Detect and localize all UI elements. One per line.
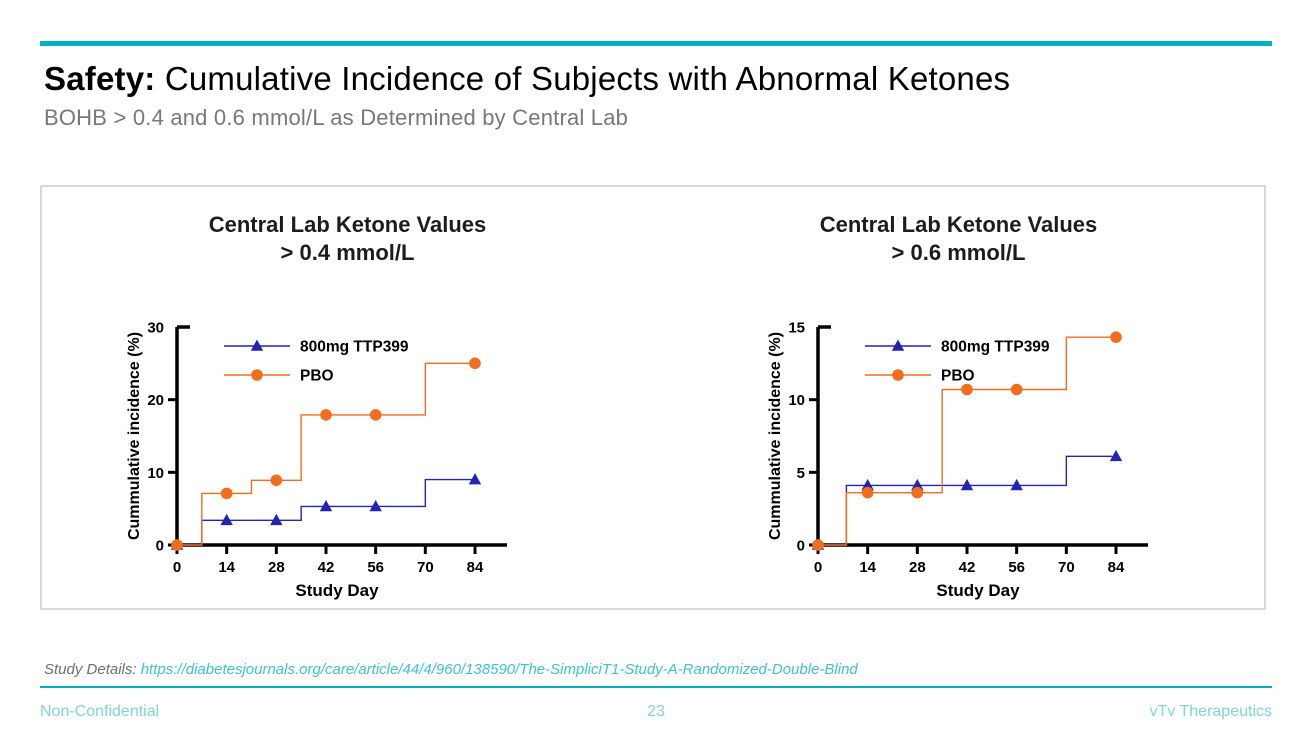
footer-page-number: 23 xyxy=(647,703,665,720)
axes: 0 10 20 30 0 14 28 42 56 70 84 Study Day Cummulative… xyxy=(126,320,507,600)
x-tick-label: 84 xyxy=(1108,559,1125,576)
x-tick-label: 70 xyxy=(417,559,434,576)
legend: 800mg TTP399 PBO xyxy=(224,339,409,385)
y-axis-title: Cummulative incidence (%) xyxy=(767,332,784,540)
circle-marker xyxy=(911,486,924,499)
x-tick-label: 84 xyxy=(467,559,484,576)
series-800mg-ttp399-line xyxy=(177,478,472,546)
circle-marker xyxy=(320,409,332,421)
ketone-chart-06-svg: 0 5 10 15 0 14 28 42 56 70 84 Study Day Cummulative … xyxy=(767,320,1148,600)
triangle-marker xyxy=(369,499,382,512)
x-tick-label: 42 xyxy=(318,559,335,576)
triangle-marker xyxy=(1010,478,1023,491)
chart-title-04: Central Lab Ketone Values > 0.4 mmol/L xyxy=(42,211,653,266)
circle-marker xyxy=(220,487,233,500)
series-800mg-ttp399-markers xyxy=(811,449,1123,550)
circle-marker xyxy=(961,383,973,396)
x-tick-label: 0 xyxy=(173,559,181,576)
x-axis-title: Study Day xyxy=(295,581,379,600)
page-subtitle: BOHB > 0.4 and 0.6 mmol/L as Determined … xyxy=(44,104,629,130)
footer-confidentiality: Non-Confidential xyxy=(40,703,160,720)
circle-marker xyxy=(171,539,183,551)
chart-title-04-line1: Central Lab Ketone Values xyxy=(208,212,487,237)
triangle-marker xyxy=(220,513,233,526)
footer: 23 Non-Confidential vTv Therapeutics xyxy=(40,703,1272,721)
series-pbo-line xyxy=(177,362,472,546)
study-details: Study Details: https://diabetesjournals.… xyxy=(44,661,858,678)
series-800mg-ttp399-markers xyxy=(170,473,482,550)
x-tick-label: 28 xyxy=(268,559,285,576)
chart-block-06: Central Lab Ketone Values > 0.6 mmol/L 0… xyxy=(653,187,1264,608)
circle-marker xyxy=(369,409,382,421)
study-details-link[interactable]: https://diabetesjournals.org/care/articl… xyxy=(140,661,858,678)
footer-company: vTv Therapeutics xyxy=(1149,703,1272,720)
y-tick-label: 20 xyxy=(147,392,164,409)
series-pbo-markers xyxy=(812,331,1122,551)
circle-marker xyxy=(892,369,904,381)
circle-marker xyxy=(251,369,263,381)
circle-marker xyxy=(469,357,481,370)
slide-header: Safety: Cumulative Incidence of Subjects… xyxy=(44,60,1274,131)
charts-panel: Central Lab Ketone Values > 0.4 mmol/L 0… xyxy=(40,185,1266,610)
triangle-marker xyxy=(911,478,924,491)
triangle-marker xyxy=(270,513,283,526)
legend-label-pbo: PBO xyxy=(300,368,334,385)
triangle-marker xyxy=(468,473,482,485)
x-tick-label: 14 xyxy=(218,559,235,576)
triangle-marker xyxy=(891,339,905,351)
y-tick-label: 15 xyxy=(788,320,805,337)
legend-label-800mg-ttp399: 800mg TTP399 xyxy=(941,339,1050,356)
page-title-rest: Cumulative Incidence of Subjects with Ab… xyxy=(155,60,1011,97)
chart-block-04: Central Lab Ketone Values > 0.4 mmol/L 0… xyxy=(42,187,653,608)
circle-marker xyxy=(1010,383,1023,396)
page-title-emphasis: Safety: xyxy=(44,60,156,97)
circle-marker xyxy=(1110,331,1122,343)
x-tick-label: 28 xyxy=(909,559,926,576)
x-tick-label: 56 xyxy=(1008,559,1025,576)
chart-title-06-line2: > 0.6 mmol/L xyxy=(891,239,1026,265)
x-tick-label: 70 xyxy=(1058,559,1075,576)
triangle-marker xyxy=(861,478,874,491)
y-axis-title: Cummulative incidence (%) xyxy=(126,332,143,540)
y-tick-label: 0 xyxy=(797,538,805,555)
circle-marker xyxy=(861,486,874,499)
y-tick-label: 10 xyxy=(788,392,805,409)
y-tick-label: 10 xyxy=(147,465,164,482)
triangle-marker xyxy=(1109,449,1123,462)
y-tick-label: 30 xyxy=(147,320,164,337)
series-pbo-line xyxy=(818,336,1113,546)
study-details-label: Study Details: xyxy=(44,661,141,678)
top-divider xyxy=(40,41,1272,46)
x-tick-label: 14 xyxy=(859,559,876,576)
page-title: Safety: Cumulative Incidence of Subjects… xyxy=(44,60,1274,98)
circle-marker xyxy=(270,474,283,487)
legend: 800mg TTP399 PBO xyxy=(865,339,1050,385)
triangle-marker xyxy=(250,339,264,351)
x-axis-title: Study Day xyxy=(936,581,1020,600)
chart-title-06-line1: Central Lab Ketone Values xyxy=(819,212,1098,237)
x-tick-label: 56 xyxy=(367,559,384,576)
y-tick-label: 0 xyxy=(156,538,164,555)
series-800mg-ttp399-line xyxy=(818,455,1113,546)
bottom-divider xyxy=(40,686,1272,688)
x-tick-label: 42 xyxy=(959,559,976,576)
chart-title-04-line2: > 0.4 mmol/L xyxy=(280,239,415,265)
triangle-marker xyxy=(319,499,333,512)
ketone-chart-04-svg: 0 10 20 30 0 14 28 42 56 70 84 Study Day Cummulative… xyxy=(126,320,507,600)
triangle-marker xyxy=(960,478,974,491)
chart-title-06: Central Lab Ketone Values > 0.6 mmol/L xyxy=(653,211,1264,266)
circle-marker xyxy=(812,539,824,551)
y-tick-label: 5 xyxy=(797,465,805,482)
x-tick-label: 0 xyxy=(814,559,822,576)
axes: 0 5 10 15 0 14 28 42 56 70 84 Study Day Cummulative … xyxy=(767,320,1148,600)
legend-label-800mg-ttp399: 800mg TTP399 xyxy=(300,339,409,356)
legend-label-pbo: PBO xyxy=(941,368,975,385)
series-pbo-markers xyxy=(171,357,481,551)
